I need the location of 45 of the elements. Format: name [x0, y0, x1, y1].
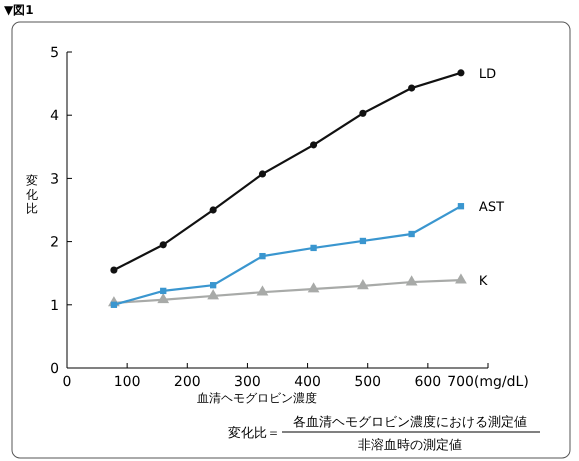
point: [310, 244, 317, 252]
point: [160, 241, 167, 248]
point: [408, 230, 415, 238]
point: [458, 203, 464, 210]
text: 変化比＝: [228, 425, 280, 441]
point: [359, 110, 366, 117]
y-tick-label: 0: [50, 361, 59, 377]
series-label: K: [478, 274, 488, 290]
point: [455, 273, 467, 284]
x-tick-label: 600: [414, 374, 442, 390]
point: [406, 275, 418, 286]
point: [210, 206, 217, 214]
y-axis-title: 変化比: [26, 174, 38, 216]
y-tick-label: 1: [50, 298, 59, 314]
y-tick-label: 3: [50, 171, 59, 188]
text: 非溶血時の測定値: [358, 437, 462, 453]
x-tick-label: 500: [354, 374, 382, 390]
series-label: LD: [478, 66, 496, 82]
point: [157, 292, 170, 304]
x-tick-label: 400: [294, 374, 321, 390]
point: [258, 170, 266, 178]
x-tick-label: 300: [234, 374, 261, 390]
point: [360, 238, 366, 244]
point: [308, 282, 320, 292]
point: [408, 84, 416, 92]
series-label: AST: [478, 200, 504, 216]
point: [110, 266, 118, 274]
y-tick-label: 4: [50, 108, 60, 124]
x-tick-label: 200: [174, 374, 201, 390]
point: [207, 289, 220, 300]
x-tick-label: 700(mg/dL): [447, 374, 529, 390]
x-axis-title: 血清ヘモグロビン濃度: [197, 391, 317, 405]
point: [259, 252, 266, 260]
point: [457, 69, 465, 76]
y-tick-label: 5: [50, 45, 59, 61]
x-tick-label: 100: [114, 374, 141, 390]
point: [310, 141, 318, 148]
point: [160, 288, 166, 294]
text: 各血清ヘモグロビン濃度における測定値: [293, 414, 527, 430]
chart-title: ▼図1: [4, 3, 34, 17]
point: [357, 279, 369, 290]
point: [256, 285, 268, 296]
y-tick-label: 2: [50, 234, 59, 251]
point: [210, 282, 216, 288]
x-tick-label: 0: [62, 374, 72, 390]
